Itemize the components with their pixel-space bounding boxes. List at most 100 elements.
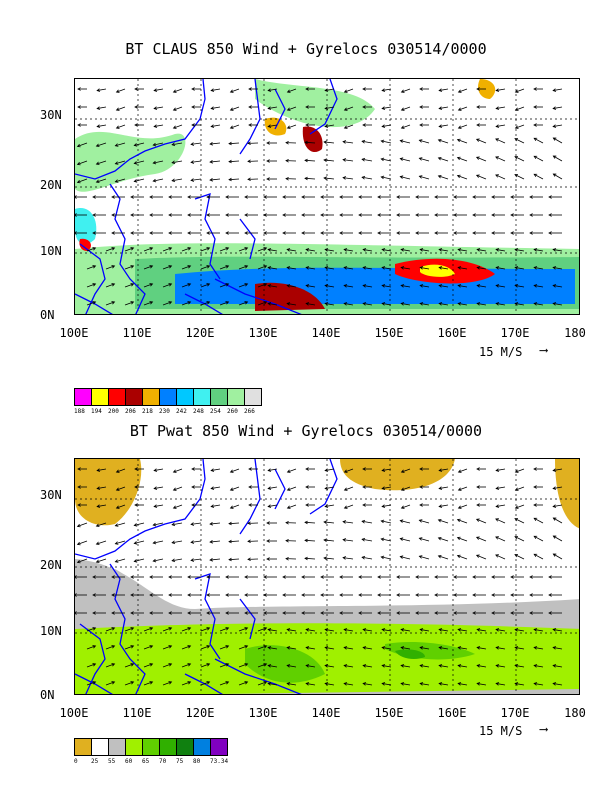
wind-vector-head bbox=[514, 248, 519, 252]
wind-vector bbox=[382, 124, 392, 127]
wind-vector bbox=[230, 504, 240, 509]
wind-vector bbox=[363, 303, 373, 306]
wind-vector-head bbox=[510, 213, 514, 217]
wind-vector-head bbox=[418, 519, 423, 523]
wind-vector-head bbox=[475, 174, 480, 178]
wind-vector-head bbox=[130, 213, 134, 217]
pwat-contour bbox=[395, 649, 425, 659]
wind-vector bbox=[362, 556, 373, 560]
wind-vector bbox=[420, 249, 430, 252]
cloud-contour bbox=[75, 208, 97, 245]
wind-vector bbox=[77, 142, 88, 147]
wind-vector-head bbox=[472, 593, 476, 597]
wind-vector-head bbox=[548, 575, 552, 579]
wind-vector-head bbox=[206, 663, 211, 667]
pwat-contour bbox=[340, 459, 455, 491]
wind-vector-head bbox=[533, 123, 537, 127]
legend-swatch bbox=[74, 738, 92, 756]
wind-vector bbox=[200, 627, 210, 632]
wind-vector-head bbox=[191, 123, 195, 127]
wind-vector bbox=[515, 468, 525, 473]
wind-vector-head bbox=[472, 611, 476, 615]
wind-vector bbox=[181, 645, 191, 650]
wind-vector bbox=[210, 142, 221, 145]
wind-vector-head bbox=[92, 283, 97, 287]
wind-vector-head bbox=[476, 646, 481, 650]
wind-vector-head bbox=[286, 628, 291, 632]
wind-vector bbox=[96, 540, 107, 545]
wind-vector-head bbox=[282, 611, 286, 615]
wind-vector bbox=[325, 106, 335, 109]
wind-vector-head bbox=[438, 628, 443, 632]
wind-vector bbox=[419, 157, 430, 162]
wind-vector-head bbox=[263, 681, 268, 685]
wind-vector-head bbox=[533, 248, 538, 252]
wind-vector bbox=[153, 558, 164, 562]
wind-vector bbox=[400, 158, 411, 162]
wind-vector-head bbox=[438, 106, 443, 110]
wind-vector-head bbox=[190, 178, 195, 182]
wind-vector bbox=[325, 629, 335, 632]
wind-vector bbox=[268, 285, 278, 288]
wind-vector-head bbox=[362, 628, 367, 632]
wind-vector bbox=[325, 486, 335, 489]
wind-vector bbox=[496, 629, 506, 632]
wind-vector bbox=[458, 124, 468, 129]
wind-vector-head bbox=[248, 503, 252, 507]
wind-vector-head bbox=[305, 105, 309, 109]
wind-vector-head bbox=[320, 213, 324, 217]
wind-vector-head bbox=[152, 522, 157, 527]
wind-vector bbox=[515, 285, 525, 288]
wind-vector bbox=[343, 141, 354, 144]
wind-vector-head bbox=[476, 87, 480, 91]
wind-vector bbox=[477, 285, 487, 288]
wind-vector-head bbox=[552, 124, 557, 128]
wind-vector bbox=[439, 267, 449, 270]
wind-vector-head bbox=[362, 248, 367, 252]
wind-vector-head bbox=[419, 266, 424, 270]
wind-vector-head bbox=[187, 645, 192, 649]
wind-vector bbox=[477, 665, 487, 668]
wind-vector-head bbox=[533, 105, 537, 109]
wind-vector bbox=[439, 468, 449, 471]
wind-vector bbox=[287, 285, 297, 288]
wind-vector-head bbox=[552, 504, 557, 508]
wind-vector-head bbox=[472, 213, 476, 217]
wind-vector-head bbox=[362, 105, 366, 109]
wind-vector-head bbox=[323, 140, 327, 144]
wind-vector bbox=[495, 518, 506, 524]
wind-vector bbox=[210, 178, 221, 181]
wind-vector-head bbox=[529, 575, 533, 579]
wind-vector bbox=[257, 663, 267, 668]
wind-vector-head bbox=[400, 646, 405, 650]
wind-vector-head bbox=[133, 161, 138, 165]
wind-vector-head bbox=[77, 467, 81, 471]
bottom-lat-label-30n: 30N bbox=[40, 488, 62, 502]
wind-vector bbox=[382, 468, 392, 471]
wind-vector-head bbox=[92, 593, 96, 597]
wind-vector-head bbox=[263, 593, 267, 597]
coastline-path bbox=[274, 468, 286, 510]
wind-vector bbox=[181, 265, 191, 270]
wind-vector-head bbox=[343, 469, 348, 473]
legend-label: 73.34 bbox=[210, 758, 229, 765]
wind-vector-head bbox=[552, 106, 557, 110]
wind-vector-head bbox=[152, 142, 157, 147]
wind-vector bbox=[257, 681, 267, 686]
wind-vector-head bbox=[491, 195, 495, 199]
wind-vector bbox=[172, 178, 183, 182]
wind-vector-head bbox=[358, 593, 362, 597]
wind-vector bbox=[124, 283, 134, 288]
wind-vector-head bbox=[438, 124, 443, 128]
wind-vector-head bbox=[342, 556, 347, 560]
wind-vector-head bbox=[396, 195, 400, 199]
wind-vector bbox=[257, 645, 267, 650]
wind-vector-head bbox=[399, 157, 404, 161]
legend-label: 260 bbox=[227, 408, 238, 415]
wind-vector-head bbox=[495, 486, 500, 490]
wind-vector-head bbox=[495, 504, 500, 508]
wind-vector-head bbox=[301, 611, 305, 615]
wind-vector-head bbox=[305, 628, 310, 632]
wind-vector-head bbox=[301, 213, 305, 217]
wind-vector-head bbox=[172, 107, 177, 111]
